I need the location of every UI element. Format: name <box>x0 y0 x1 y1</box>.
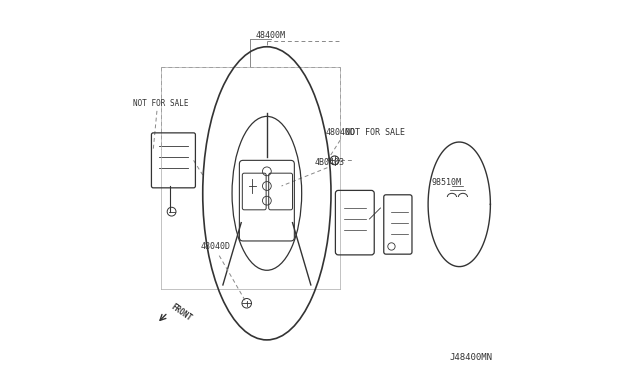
Text: 4B0403: 4B0403 <box>314 158 344 167</box>
Text: J48400MN: J48400MN <box>449 353 492 362</box>
Text: 48040D: 48040D <box>325 128 355 137</box>
Text: NOT FOR SALE: NOT FOR SALE <box>133 99 188 108</box>
Text: FRONT: FRONT <box>169 302 193 323</box>
Text: 98510M: 98510M <box>431 178 461 187</box>
Text: 48400M: 48400M <box>255 31 285 40</box>
Text: NOT FOR SALE: NOT FOR SALE <box>345 128 405 137</box>
Text: 48040D: 48040D <box>200 242 230 251</box>
